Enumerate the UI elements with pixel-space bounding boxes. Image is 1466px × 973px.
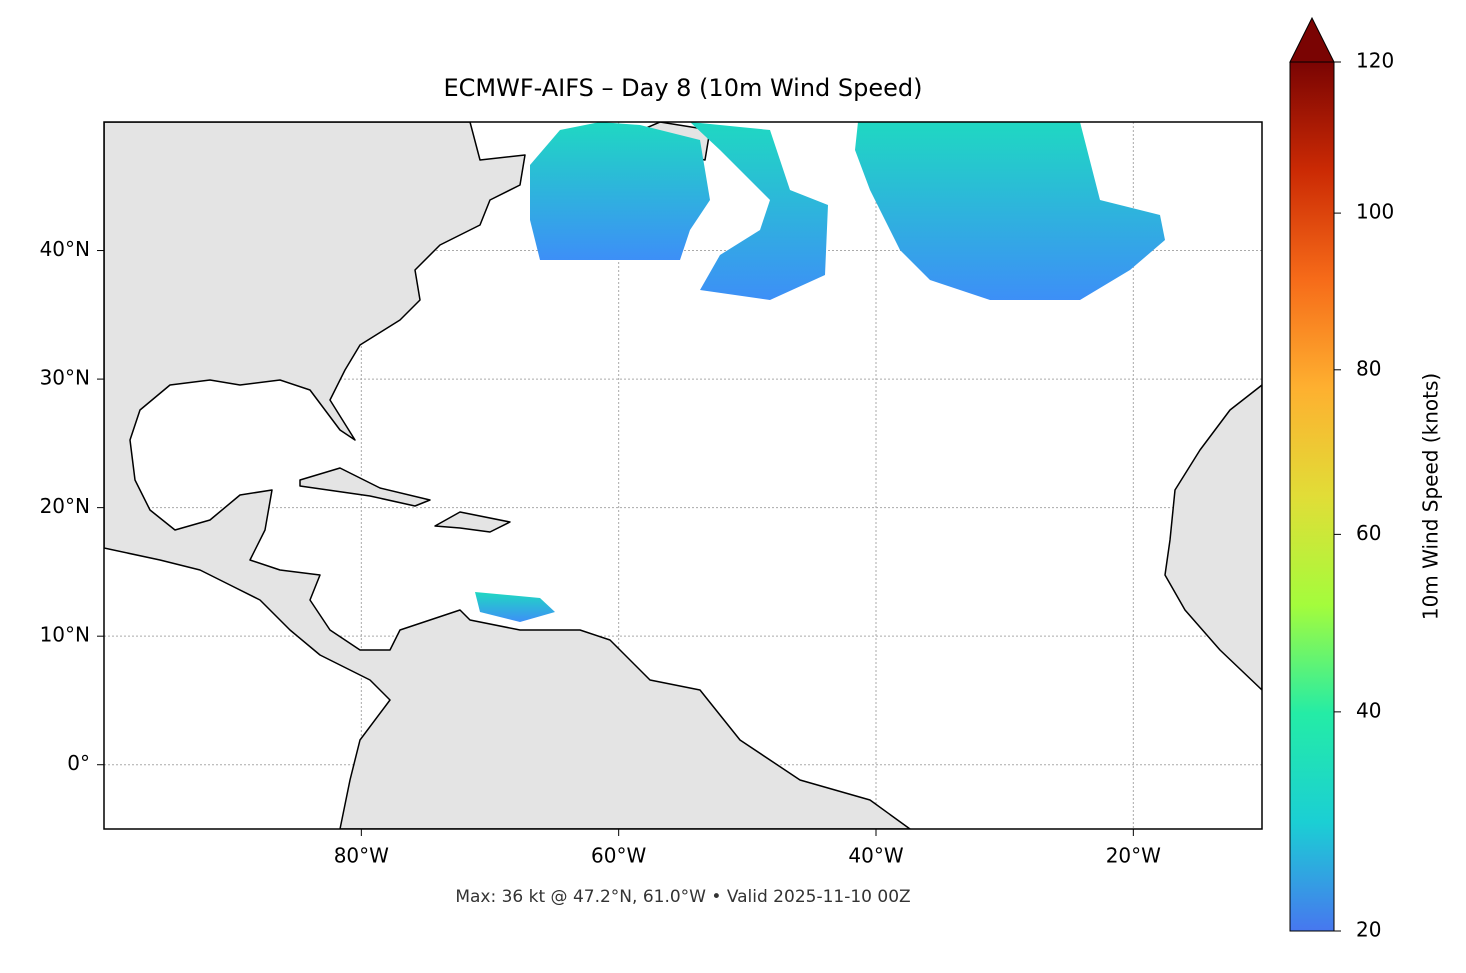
colorbar-tick-label: 40 <box>1356 698 1381 722</box>
colorbar-tick-label: 100 <box>1356 200 1394 224</box>
lat-tick-label: 20°N <box>40 494 90 518</box>
lon-tick-label: 60°W <box>591 844 646 868</box>
colorbar-label: 10m Wind Speed (knots) <box>1419 373 1443 620</box>
lat-tick-label: 40°N <box>40 237 90 261</box>
hispaniola <box>434 511 511 533</box>
lon-tick-label: 80°W <box>334 844 389 868</box>
africa <box>1164 384 1262 691</box>
cuba <box>299 467 431 507</box>
colorbar-tick-label: 20 <box>1356 918 1381 942</box>
lat-tick-label: 30°N <box>40 366 90 390</box>
wind-area <box>690 122 828 300</box>
map-frame <box>103 121 1263 830</box>
colorbar-extend <box>1289 16 1335 63</box>
wind-area <box>530 122 710 260</box>
colorbar: 20 40 60 80 100 120 10m Wind Speed (knots) <box>1289 16 1443 942</box>
map-area <box>104 122 1262 829</box>
americas <box>104 122 911 829</box>
colorbar-frame <box>1289 61 1335 932</box>
lat-tick-label: 10°N <box>40 623 90 647</box>
wind-area <box>855 122 1165 300</box>
lon-tick-label: 40°W <box>848 844 903 868</box>
colorbar-fill <box>1290 62 1334 931</box>
footer-note: Max: 36 kt @ 47.2°N, 61.0°W • Valid 2025… <box>455 887 910 907</box>
lon-tick-label: 20°W <box>1106 844 1161 868</box>
lat-tick-label: 0° <box>67 751 90 775</box>
colorbar-tick-label: 120 <box>1356 49 1394 73</box>
wind-area <box>475 592 555 622</box>
colorbar-tick-label: 80 <box>1356 356 1381 380</box>
colorbar-tick-label: 60 <box>1356 521 1381 545</box>
map-title: ECMWF-AIFS – Day 8 (10m Wind Speed) <box>443 74 922 102</box>
